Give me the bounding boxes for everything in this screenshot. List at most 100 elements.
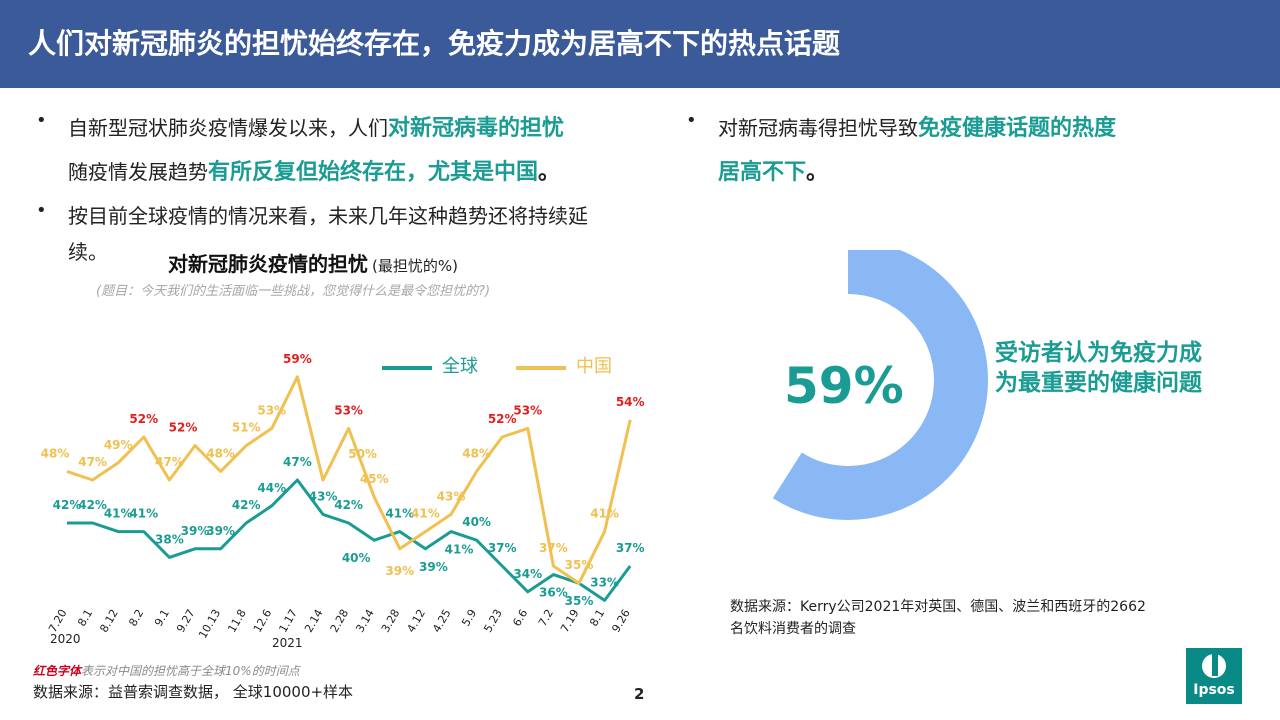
data-labels: 42%42%41%41%38%39%39%42%44%47%43%42%40%4… [41, 352, 645, 608]
data-label: 43% [309, 489, 338, 503]
data-label: 41% [411, 507, 440, 521]
x-tick-label: 2.14 [302, 607, 326, 635]
data-label: 44% [257, 481, 286, 495]
data-label: 37% [539, 541, 568, 555]
bullet-1-line-1: 自新型冠状肺炎疫情爆发以来，人们对新冠病毒的担忧 [68, 110, 564, 142]
data-label: 41% [129, 507, 158, 521]
series-line-global [67, 478, 632, 602]
data-label: 48% [41, 446, 70, 460]
data-label: 39% [206, 524, 235, 538]
data-label: 40% [342, 551, 371, 565]
donut-value: 59% [784, 357, 904, 415]
donut-caption-line-1: 受访者认为免疫力成 [995, 340, 1202, 366]
bullet-dot: • [36, 200, 47, 221]
x-tick-label: 7.2 [536, 607, 556, 629]
data-label: 34% [513, 567, 542, 581]
x-tick-label: 8.2 [126, 607, 146, 629]
right-bullet-text: 对新冠病毒得担忧导致 [718, 116, 918, 140]
data-label: 37% [488, 541, 517, 555]
x-tick-label: 9.26 [609, 607, 633, 635]
data-label: 39% [419, 560, 448, 574]
footnote-red: 红色字体 [33, 664, 82, 678]
data-label: 48% [462, 446, 491, 460]
bullet-dot: • [686, 110, 697, 131]
chart-question: (题目：今天我们的生活面临一些挑战，您觉得什么是最令您担忧的?) [96, 284, 491, 299]
year-label: 2021 [272, 636, 303, 650]
data-label: 54% [616, 395, 645, 409]
x-tick-label: 9.1 [152, 607, 172, 629]
x-tick-label: 3.28 [379, 607, 403, 635]
right-bullet-highlight-2: 居高不下 [718, 160, 807, 185]
data-label: 53% [334, 403, 363, 417]
data-label: 43% [437, 489, 466, 503]
bullet-1-end: 。 [538, 160, 561, 185]
data-label: 40% [462, 515, 491, 529]
data-label: 39% [181, 524, 210, 538]
data-label: 42% [232, 498, 261, 512]
x-tick-label: 5.9 [459, 607, 479, 629]
line-chart: 42%42%41%41%38%39%39%42%44%47%43%42%40%4… [41, 352, 645, 650]
bullet-dot: • [36, 110, 47, 131]
x-tick-label: 4.25 [430, 607, 454, 635]
data-label: 59% [283, 352, 312, 366]
bullet-1-text: 自新型冠状肺炎疫情爆发以来，人们 [68, 116, 388, 140]
bullet-1-highlight: 对新冠病毒的担忧 [388, 116, 565, 141]
right-bullet-line-2: 居高不下。 [718, 154, 828, 186]
data-label: 47% [78, 455, 107, 469]
footnote: 红色字体表示对中国的担忧高于全球10%的时间点 [33, 662, 300, 679]
x-tick-label: 5.23 [481, 607, 505, 635]
data-label: 53% [513, 403, 542, 417]
legend: 全球 中国 [382, 356, 612, 377]
legend-label: 中国 [576, 356, 612, 377]
page-title: 人们对新冠肺炎的担忧始终存在，免疫力成为居高不下的热点话题 [28, 27, 841, 60]
bullet-2-line-2: 续。 [68, 240, 108, 264]
data-label: 37% [616, 541, 645, 555]
data-label: 35% [565, 594, 594, 608]
x-tick-label: 7.20 [46, 607, 70, 635]
data-label: 41% [445, 543, 474, 557]
data-label: 38% [155, 532, 184, 546]
data-label: 36% [539, 586, 568, 600]
x-tick-label: 12.6 [251, 607, 275, 635]
x-tick-label: 4.12 [404, 607, 428, 635]
donut-caption: 受访者认为免疫力成 为最重要的健康问题 [995, 338, 1255, 398]
data-label: 35% [565, 558, 594, 572]
x-tick-label: 10.13 [196, 607, 223, 641]
x-tick-label: 1.17 [276, 607, 300, 635]
source-right-line-2: 名饮料消费者的调查 [730, 621, 856, 637]
logo-mark-icon [1202, 654, 1226, 678]
ipsos-logo: Ipsos [1186, 648, 1242, 704]
data-label: 50% [348, 447, 377, 461]
data-label: 45% [360, 472, 389, 486]
x-tick-label: 8.12 [97, 607, 121, 635]
data-label: 51% [232, 421, 261, 435]
data-label: 41% [385, 507, 414, 521]
x-tick-label: 2.28 [328, 607, 352, 635]
donut-chart [760, 250, 988, 520]
data-label: 42% [334, 498, 363, 512]
chart-subtitle: (最担忧的%) [372, 257, 458, 275]
legend-label: 全球 [442, 356, 478, 377]
x-tick-label: 3.14 [353, 607, 377, 635]
data-label: 39% [385, 564, 414, 578]
chart-title-text: 对新冠肺炎疫情的担忧 [168, 252, 368, 276]
data-label: 52% [488, 412, 517, 426]
data-label: 33% [590, 575, 619, 589]
data-label: 41% [104, 507, 133, 521]
right-bullet-line-1: 对新冠病毒得担忧导致免疫健康话题的热度 [718, 110, 1116, 142]
donut-caption-line-2: 为最重要的健康问题 [995, 370, 1202, 396]
series-line-china [66, 375, 632, 585]
data-label: 48% [206, 446, 235, 460]
chart-title: 对新冠肺炎疫情的担忧 (最担忧的%) [168, 248, 458, 277]
right-bullet-highlight: 免疫健康话题的热度 [918, 116, 1117, 141]
data-label: 42% [78, 498, 107, 512]
bullet-1-text-2: 随疫情发展趋势 [68, 160, 208, 184]
source-right: 数据来源：Kerry公司2021年对英国、德国、波兰和西班牙的2662 名饮料消… [730, 596, 1210, 640]
source-right-line-1: 数据来源：Kerry公司2021年对英国、德国、波兰和西班牙的2662 [730, 599, 1146, 615]
data-label: 42% [53, 498, 82, 512]
x-tick-label: 6.6 [510, 607, 530, 629]
data-label: 52% [129, 412, 158, 426]
page-number: 2 [634, 685, 645, 703]
source-left: 数据来源：益普索调查数据， 全球10000+样本 [33, 683, 354, 701]
right-bullet-end: 。 [806, 160, 829, 185]
